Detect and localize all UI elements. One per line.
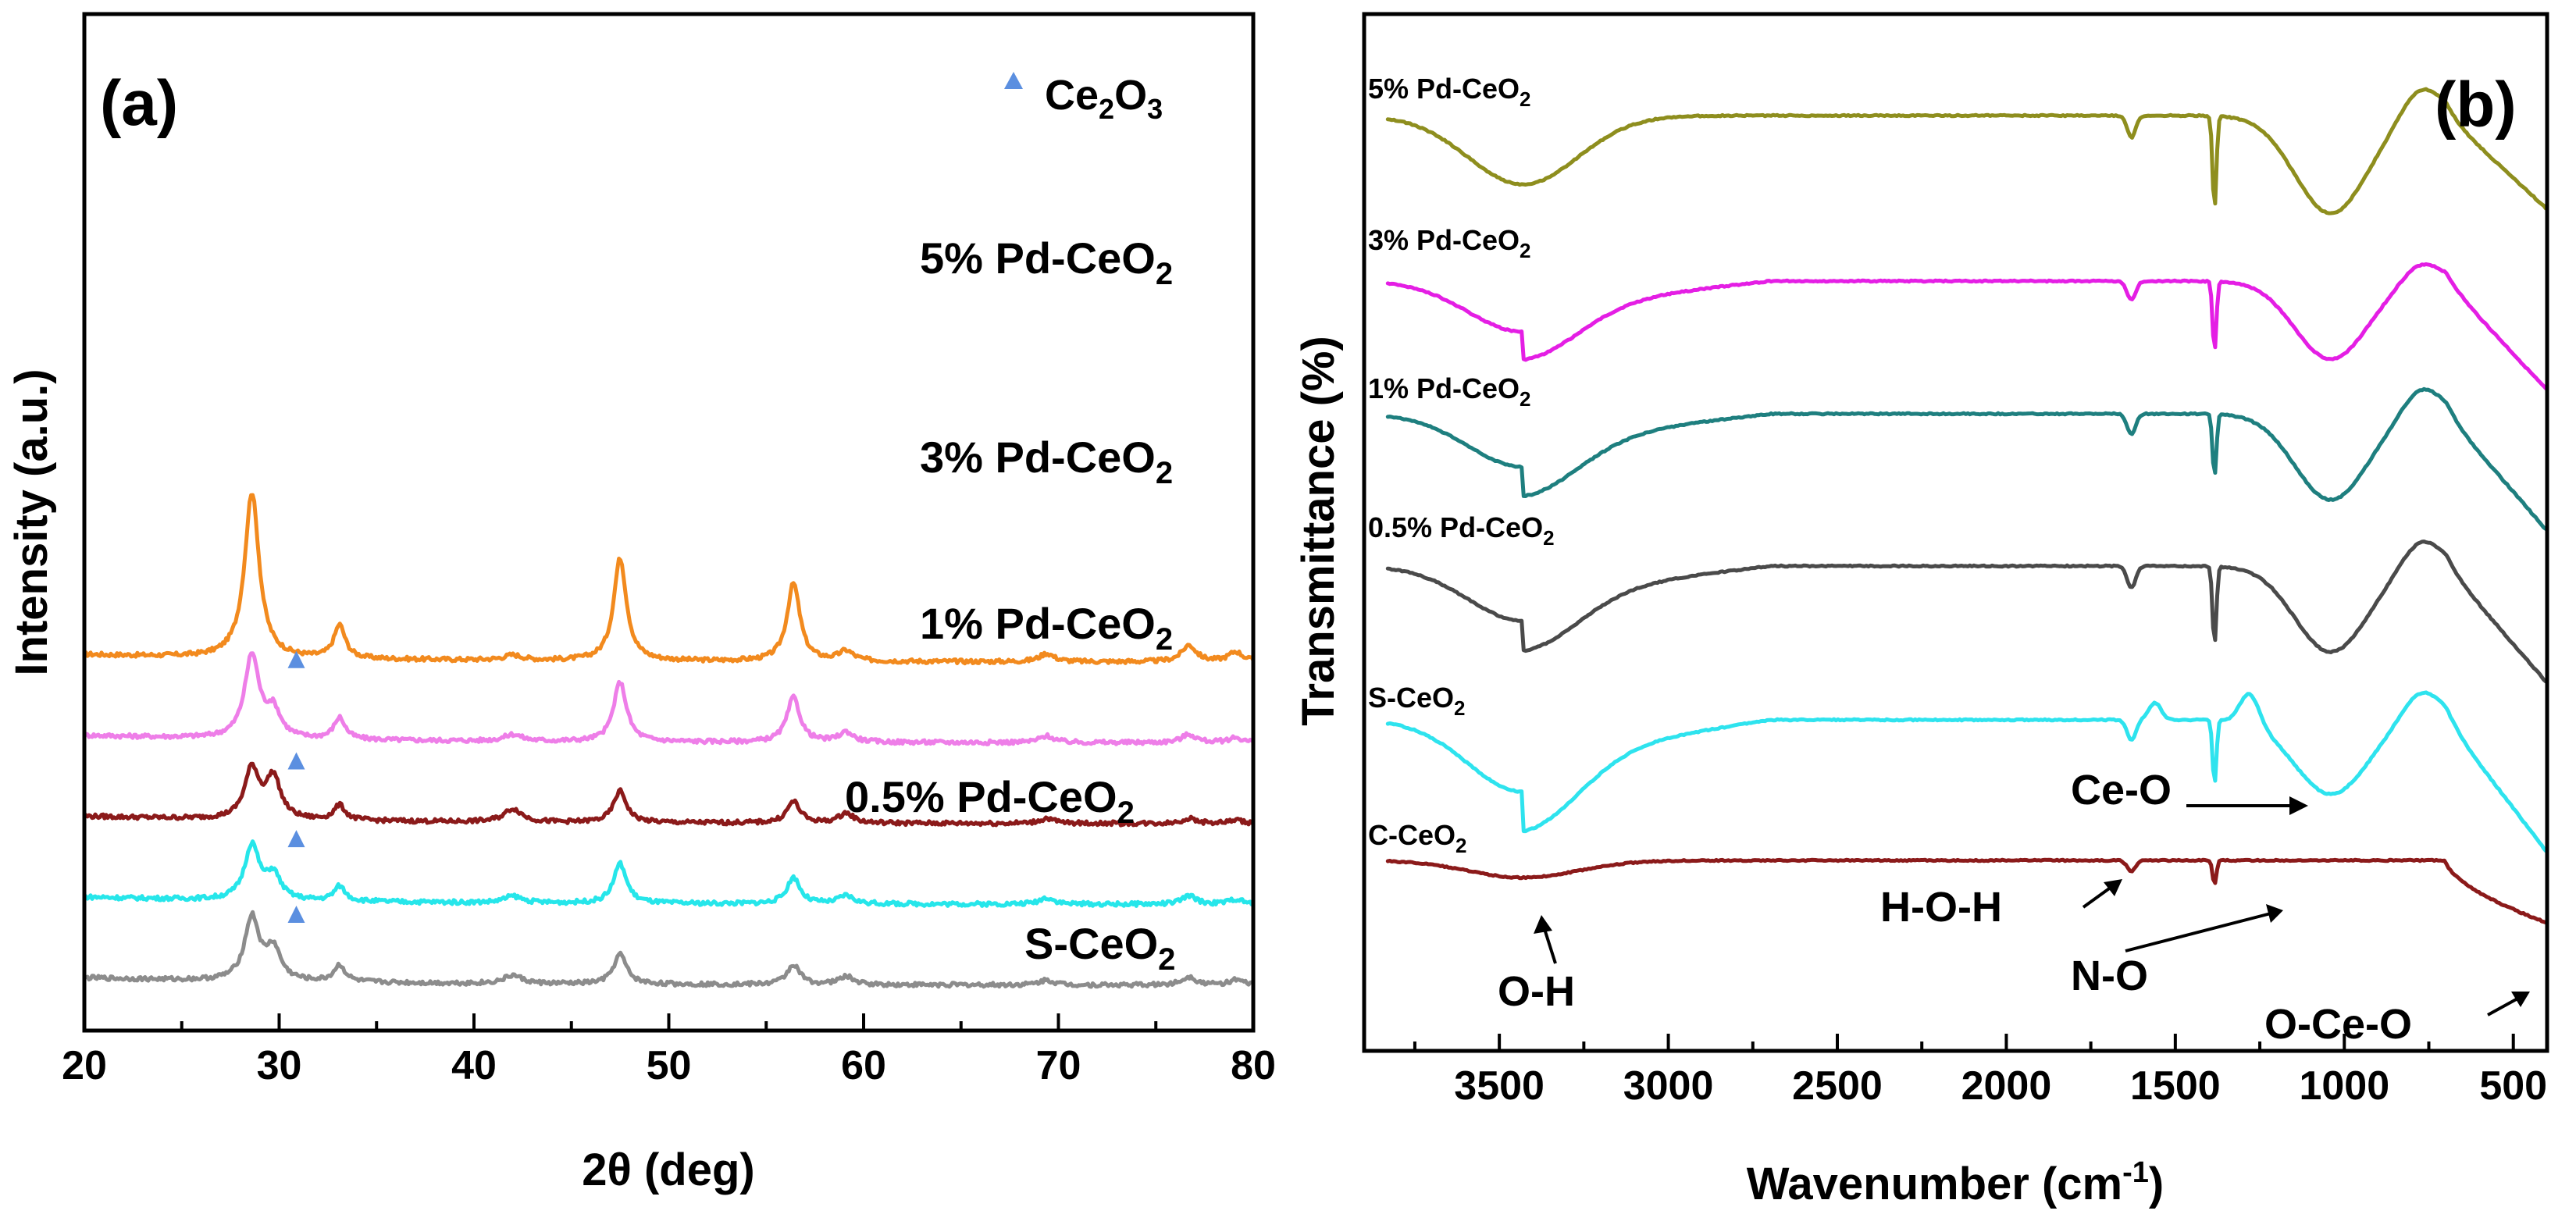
legend-triangle-icon (1004, 72, 1023, 89)
annotation-o-ce-o: O-Ce-O (2264, 1001, 2412, 1048)
annotation-o-h-arrow (1543, 928, 1557, 964)
xrd-trace-1-pd-ceo2 (82, 761, 1256, 828)
ftir-x-tick-label: 3000 (1623, 1063, 1714, 1109)
xrd-x-ticks: 20 30 40 50 60 70 80 (62, 1013, 1276, 1088)
ftir-label-1pd: 1% Pd-CeO2 (1368, 372, 1531, 411)
xrd-legend: Ce2O3 (1004, 72, 1163, 125)
ftir-x-tick-label: 1500 (2130, 1063, 2221, 1109)
xrd-x-tick-label: 60 (841, 1043, 886, 1088)
ftir-trace-5-pd-ceo2 (1385, 87, 2548, 215)
panel-label-b: (b) (2435, 69, 2517, 141)
xrd-x-axis-title: 2θ (deg) (582, 1145, 754, 1195)
xrd-label-5pd: 5% Pd-CeO2 (920, 233, 1173, 291)
xrd-label-3pd: 3% Pd-CeO2 (920, 433, 1173, 490)
xrd-trace-3-pd-ceo2 (82, 651, 1256, 746)
ce2o3-marker-s-ceo2 (287, 906, 305, 924)
ftir-x-tick-label: 3500 (1454, 1063, 1545, 1109)
ftir-x-tick-label: 500 (2479, 1063, 2547, 1109)
ftir-x-tick-label: 2000 (1961, 1063, 2052, 1109)
ce2o3-marker-1-pd-ceo2 (287, 752, 305, 770)
ftir-trace-3-pd-ceo2 (1385, 262, 2548, 390)
annotation-h-o-h: H-O-H (1880, 884, 2002, 931)
ftir-trace-s-ceo2 (1385, 690, 2548, 853)
panel-label-a: (a) (100, 68, 178, 139)
xrd-panel: 20 30 40 50 60 70 80 (a) Ce2O3 5% Pd-CeO2 3% P… (6, 12, 1276, 1195)
annotation-o-h-arrowhead (1534, 915, 1552, 934)
annotation-o-h: O-H (1498, 968, 1575, 1015)
ftir-annotations: Ce-O H-O-H N-O O-H O-Ce-O (1498, 767, 2530, 1048)
ce2o3-markers (287, 650, 305, 924)
xrd-x-tick-label: 40 (451, 1043, 497, 1088)
ce2o3-marker-0-5-pd-ceo2 (287, 830, 305, 848)
xrd-x-tick-label: 80 (1231, 1043, 1276, 1088)
xrd-label-sceo2: S-CeO2 (1024, 919, 1175, 977)
ftir-label-5pd: 5% Pd-CeO2 (1368, 73, 1531, 111)
ftir-x-tick-label: 1000 (2299, 1063, 2389, 1109)
xrd-plot-frame (82, 12, 1256, 1033)
ftir-trace-1-pd-ceo2 (1385, 386, 2548, 531)
xrd-x-tick-label: 70 (1036, 1043, 1081, 1088)
ftir-x-ticks: 3500 3000 2500 2000 1500 1000 500 (1413, 1034, 2547, 1109)
ce2o3-marker-3-pd-ceo2 (287, 650, 305, 668)
annotation-n-o-arrowhead (2266, 904, 2283, 923)
annotation-o-ce-o-arrow (2487, 996, 2520, 1017)
ftir-label-sceo2: S-CeO2 (1368, 682, 1466, 720)
annotation-h-o-h-arrow (2082, 885, 2113, 909)
ftir-traces (1385, 87, 2548, 925)
xrd-trace-5-pd-ceo2 (82, 493, 1256, 666)
xrd-label-1pd: 1% Pd-CeO2 (920, 599, 1173, 657)
legend-label: Ce2O3 (1045, 72, 1163, 125)
annotation-n-o-arrow (2125, 912, 2271, 952)
annotation-n-o: N-O (2071, 952, 2148, 999)
xrd-x-tick-label: 20 (62, 1043, 107, 1088)
annotation-o-ce-o-arrowhead (2511, 992, 2530, 1007)
xrd-x-tick-label: 50 (647, 1043, 692, 1088)
xrd-label-05pd: 0.5% Pd-CeO2 (845, 772, 1135, 830)
ftir-y-axis-title: Transmittance (%) (1293, 336, 1344, 726)
ftir-trace-c-ceo2 (1385, 857, 2548, 925)
annotation-ce-o: Ce-O (2071, 767, 2172, 814)
xrd-trace-0-5-pd-ceo2 (82, 839, 1256, 908)
ftir-trace-0-5-pd-ceo2 (1385, 539, 2548, 684)
xrd-y-axis-title: Intensity (a.u.) (6, 369, 57, 675)
xrd-traces (82, 493, 1256, 989)
ftir-panel: 3500 3000 2500 2000 1500 1000 500 (b) 5% Pd-Ce… (1293, 12, 2549, 1209)
ftir-x-axis-title: Wavenumber (cm-1) (1747, 1156, 2164, 1209)
xrd-trace-s-ceo2 (82, 910, 1256, 989)
xrd-x-tick-label: 30 (257, 1043, 302, 1088)
ftir-label-3pd: 3% Pd-CeO2 (1368, 224, 1531, 262)
ftir-plot-frame (1362, 12, 2549, 1053)
annotation-ce-o-arrowhead (2289, 796, 2308, 815)
ftir-label-05pd: 0.5% Pd-CeO2 (1368, 511, 1555, 550)
annotation-h-o-h-arrowhead (2104, 879, 2122, 896)
ftir-label-cceo2: C-CeO2 (1368, 819, 1466, 857)
ftir-x-tick-label: 2500 (1792, 1063, 1883, 1109)
